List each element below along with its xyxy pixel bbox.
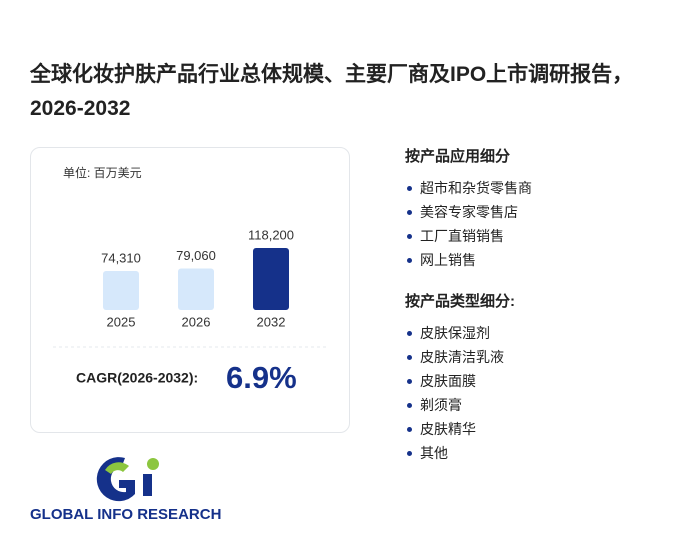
value-label: 74,310 [101, 250, 141, 265]
bar [103, 271, 139, 310]
chart: 单位: 百万美元 CAGR(2026-2032): 6.9% 74,310 202… [53, 165, 329, 395]
segment-item: 超市和杂货零售商 [405, 176, 685, 200]
segments: 按产品应用细分超市和杂货零售商 美容专家零售店 工厂直销销售 网上销售按产品类型细分:… [405, 145, 685, 483]
segment-heading: 按产品类型细分: [405, 293, 515, 310]
segment-item: 皮肤清洁乳液 [405, 345, 685, 369]
unit-label: 单位: 百万美元 [63, 165, 142, 180]
segment-item: 网上销售 [405, 248, 685, 272]
bar [178, 268, 214, 310]
segment-item: 皮肤精华 [405, 417, 685, 441]
segment-item: 美容专家零售店 [405, 200, 685, 224]
chart-card: 单位: 百万美元 CAGR(2026-2032): 6.9% 74,310 202… [30, 147, 350, 433]
segment-item: 皮肤保湿剂 [405, 321, 685, 345]
cagr-label: CAGR(2026-2032): [76, 370, 198, 386]
segment-item: 皮肤面膜 [405, 369, 685, 393]
x-tick-label: 2025 [107, 314, 136, 329]
bar [253, 248, 289, 310]
x-tick-label: 2026 [182, 314, 211, 329]
segment-item: 其他 [405, 441, 685, 465]
x-tick-label: 2032 [257, 314, 286, 329]
logo: GLOBAL INFO RESEARCH [30, 457, 221, 523]
logo-text: GLOBAL INFO RESEARCH [30, 506, 221, 523]
segment-list: 皮肤保湿剂 皮肤清洁乳液 皮肤面膜 剃须膏 皮肤精华 其他 [405, 321, 685, 465]
segment-item: 工厂直销销售 [405, 224, 685, 248]
segment-item: 剃须膏 [405, 393, 685, 417]
segment-heading: 按产品应用细分 [405, 148, 511, 165]
value-label: 118,200 [248, 227, 294, 242]
segment-list: 超市和杂货零售商 美容专家零售店 工厂直销销售 网上销售 [405, 176, 685, 272]
report-title: 全球化妆护肤产品行业总体规模、主要厂商及IPO上市调研报告，2026-2032 [30, 63, 634, 120]
value-label: 79,060 [176, 248, 216, 263]
cagr-value: 6.9% [226, 360, 297, 395]
